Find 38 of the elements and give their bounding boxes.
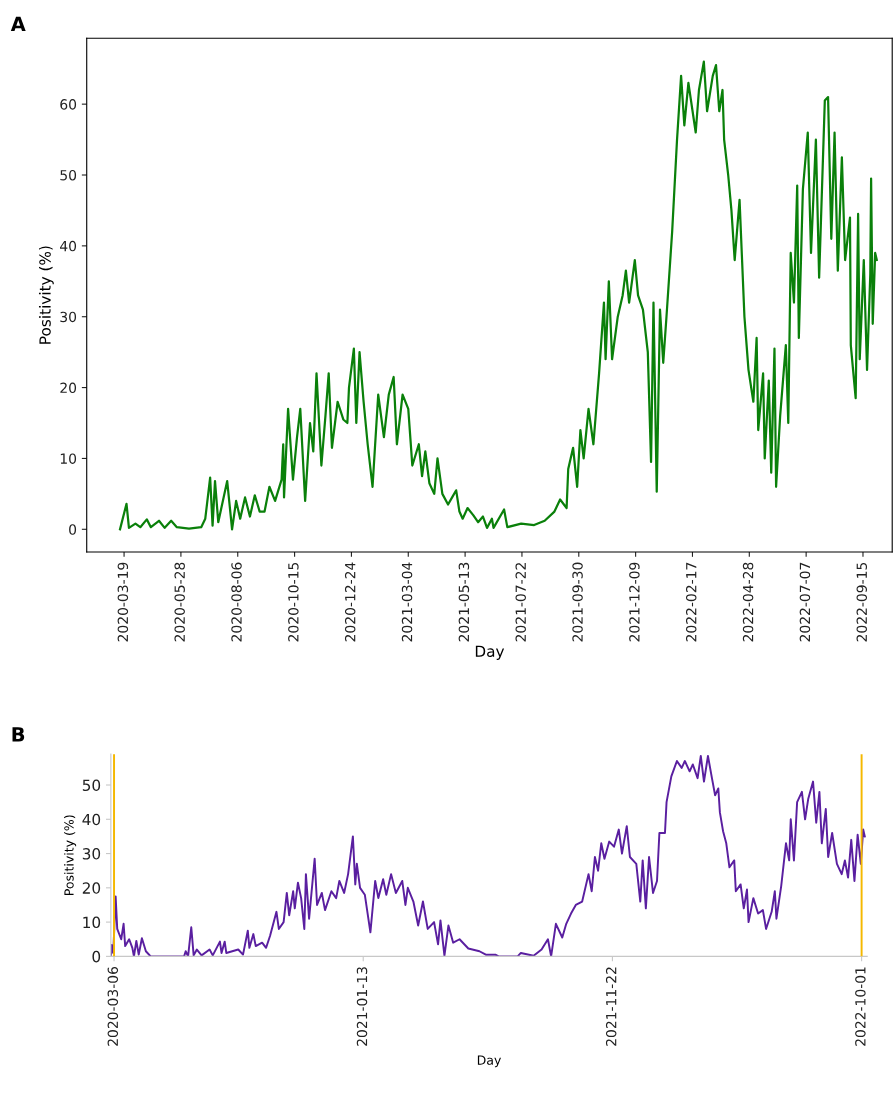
y-tick-label: 30 [82,848,101,860]
x-tick-label: 2022-10-01 [855,967,866,1046]
text: B [12,727,25,742]
y-tick-label: 0 [69,524,77,535]
x-tick-label: 2022-07-07 [799,562,811,642]
x-tick-label: 2022-09-15 [856,562,868,642]
y-tick-label: 40 [82,813,101,826]
text: A [10,16,26,31]
y-tick-label: 30 [60,311,77,323]
y-tick-label: 60 [60,99,77,110]
y-tick-label: 20 [60,382,77,394]
y-tick-label: 10 [83,916,101,929]
x-axis-title: Day [477,1055,501,1068]
x-axis-title: Day [475,645,505,660]
x-tick-label: 2021-05-13 [458,562,470,642]
x-tick-label: 2020-08-06 [231,562,242,642]
y-tick-label: 40 [60,240,77,252]
y-axis-title: Positivity (%) [64,815,77,895]
y-tick-label: 10 [60,453,77,464]
x-tick-label: 2022-04-28 [742,562,754,642]
x-tick-label: 2022-02-17 [685,562,697,642]
y-tick-label: 0 [92,950,101,963]
x-tick-label: 2021-07-22 [515,563,526,642]
y-tick-label: 50 [60,169,77,181]
y-tick-label: 50 [82,779,101,792]
line-series [118,60,878,531]
y-axis-title: Positivity (%) [38,246,54,344]
x-tick-label: 2020-03-19 [117,562,129,642]
x-tick-label: 2021-12-09 [629,562,640,642]
x-tick-label: 2021-01-13 [356,967,368,1046]
x-tick-label: 2020-10-15 [288,562,299,642]
x-tick-label: 2020-03-06 [107,966,119,1046]
x-tick-label: 2020-12-24 [344,562,356,642]
y-tick-label: 20 [82,882,101,894]
x-tick-label: 2021-11-22 [605,967,617,1046]
x-tick-label: 2020-05-28 [174,562,185,642]
x-tick-label: 2021-03-04 [401,562,413,642]
x-tick-label: 2021-09-30 [572,562,583,642]
